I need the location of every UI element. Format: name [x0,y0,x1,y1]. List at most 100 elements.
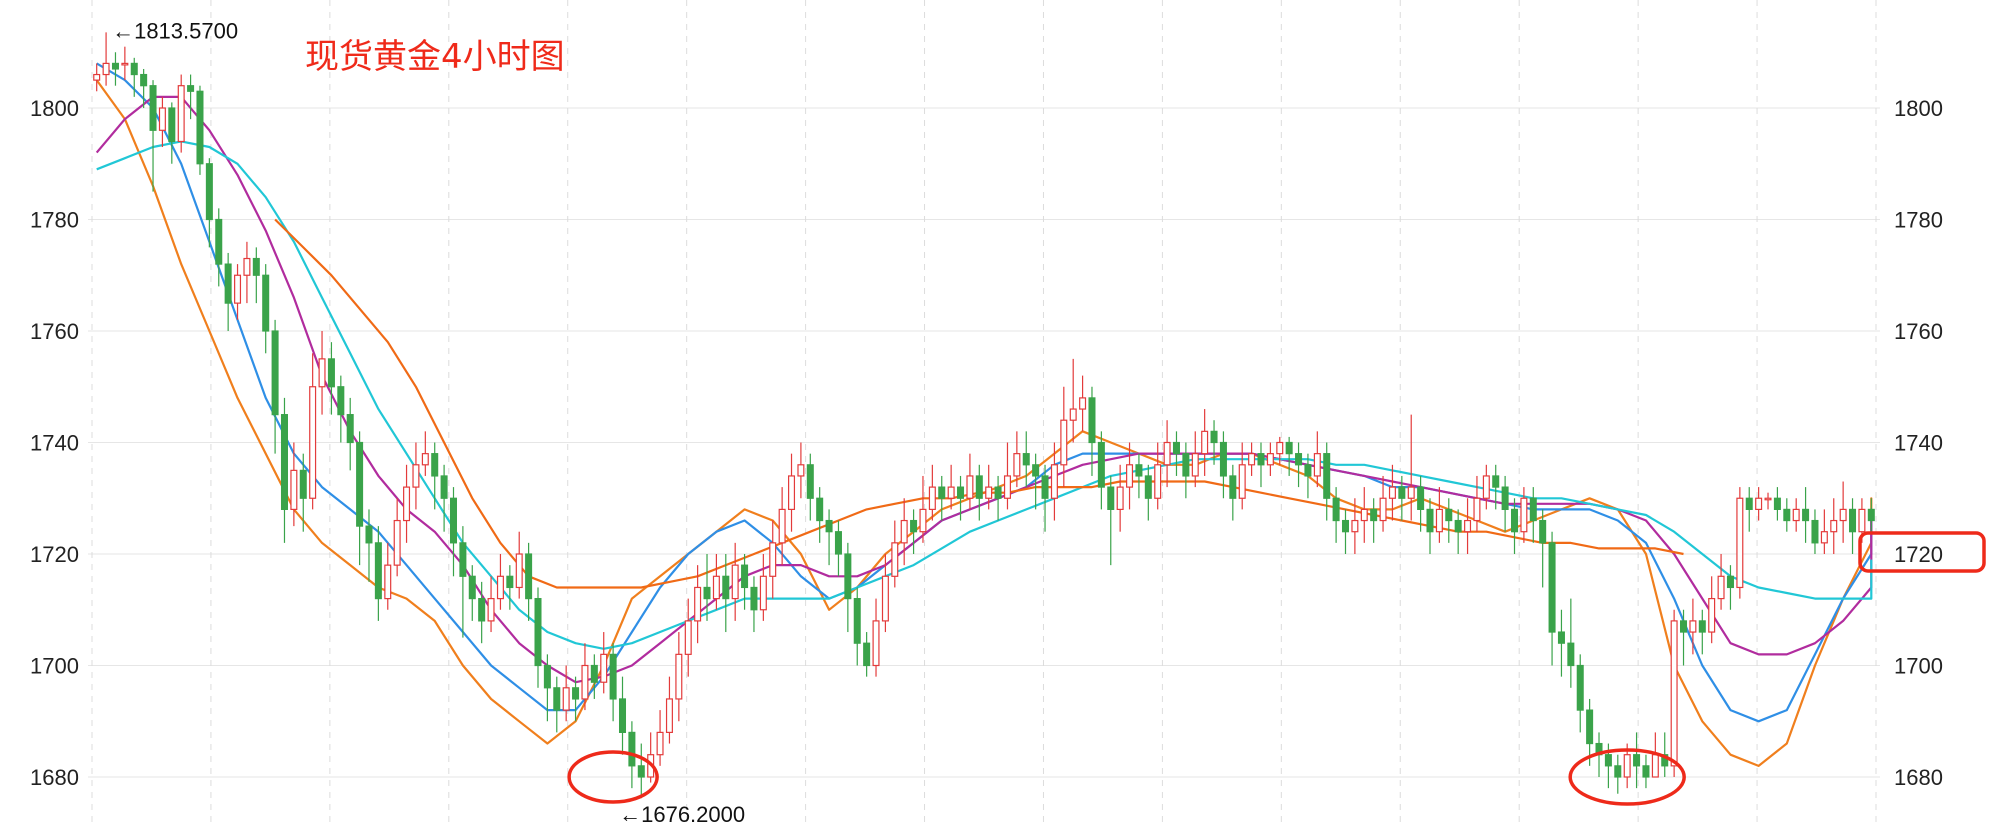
candle-body-up [1717,575,1725,600]
candlesticks [93,32,1875,799]
candle-body-up [1276,441,1284,455]
candle-body-up [1060,419,1068,466]
moving-average-line [95,95,1873,684]
candle-body-up [891,542,899,577]
candle-body-up [1003,475,1011,499]
candlestick [534,587,542,688]
candlestick [177,74,185,153]
candle-body-down [1642,765,1650,778]
candlestick [1003,442,1011,510]
candlestick [1201,409,1209,476]
candle-body-up [412,464,420,488]
candlestick [1445,498,1453,543]
y-tick-label-left: 1740 [30,431,79,456]
candlestick [722,554,730,633]
candle-body-down [1295,453,1303,466]
candle-body-up [1266,453,1274,466]
candlestick [947,464,955,510]
candlestick [1426,498,1434,554]
candlestick [928,464,936,521]
candle-body-down [750,586,758,611]
candle-body-down [609,653,617,700]
candlestick [572,676,580,722]
candle-body-down [111,62,119,70]
candlestick [778,487,786,566]
candle-body-up [694,586,702,622]
candle-body-down [703,586,711,600]
candle-body-down [1445,508,1453,522]
candlestick [788,453,796,532]
y-tick-label-left: 1680 [30,765,79,790]
candle-body-down [468,575,476,600]
candlestick [1097,431,1105,510]
candlestick [271,319,279,454]
candle-body-up [1351,519,1359,533]
moving-average-line [96,140,1873,650]
candle-body-down [1745,497,1753,510]
candle-body-down [431,453,439,477]
candle-body-down [1022,453,1030,466]
candlestick [506,565,514,610]
candlestick [1154,442,1162,510]
candlestick [1548,531,1556,666]
candlestick [1464,498,1472,554]
candle-body-up [1482,475,1490,499]
candlestick [1191,431,1199,488]
candlestick [797,442,805,499]
candlestick [1736,487,1744,599]
y-tick-label-left: 1720 [30,542,79,567]
candle-body-down [1097,441,1105,488]
candlestick [816,487,824,543]
candle-body-up [1379,497,1387,522]
candle-body-down [196,90,204,165]
candle-body-up [1435,508,1443,533]
candle-body-down [1182,453,1190,477]
candle-body-up [1079,397,1087,410]
candle-body-down [280,414,288,511]
low-highlight-circle [567,750,659,804]
candlestick [1492,464,1500,510]
candlestick [280,397,288,543]
candlestick [994,475,1002,521]
candlestick [1341,509,1350,554]
candle-body-down [374,542,382,600]
candle-body-down [1417,486,1425,511]
candlestick [1388,464,1396,521]
candle-body-down [543,664,551,689]
candlestick [863,632,871,677]
grid [88,0,1880,822]
candlestick [637,743,645,799]
candlestick [1022,431,1030,488]
candle-body-up [1858,508,1866,533]
candle-body-down [572,687,580,700]
candle-body-up [1116,486,1124,511]
candlestick [93,63,101,92]
moving-average-line [95,79,1873,768]
candlestick [1332,487,1340,543]
candlestick [1820,509,1828,554]
candlestick [553,676,561,733]
candle-body-down [506,575,514,589]
candlestick [1116,464,1124,532]
candlestick [1764,492,1772,510]
candlestick [1398,475,1406,521]
candlestick [919,475,927,543]
candlestick [1379,475,1387,532]
candlestick [1661,732,1669,777]
candle-body-up [1755,497,1763,510]
candle-body-down [1032,464,1040,477]
y-tick-label-right: 1720 [1894,542,1943,567]
candlestick [806,453,814,521]
candle-body-down [825,519,833,533]
candle-body-up [384,564,392,600]
candlestick [374,526,382,621]
candlestick [1726,565,1734,610]
candle-body-up [1163,441,1171,466]
candlestick [675,632,683,722]
candle-body-up [1689,620,1697,633]
candlestick [741,554,749,610]
candlestick [1557,609,1565,677]
candle-body-down [1802,508,1810,522]
candle-body-down [271,330,279,416]
candlestick [1013,431,1021,488]
